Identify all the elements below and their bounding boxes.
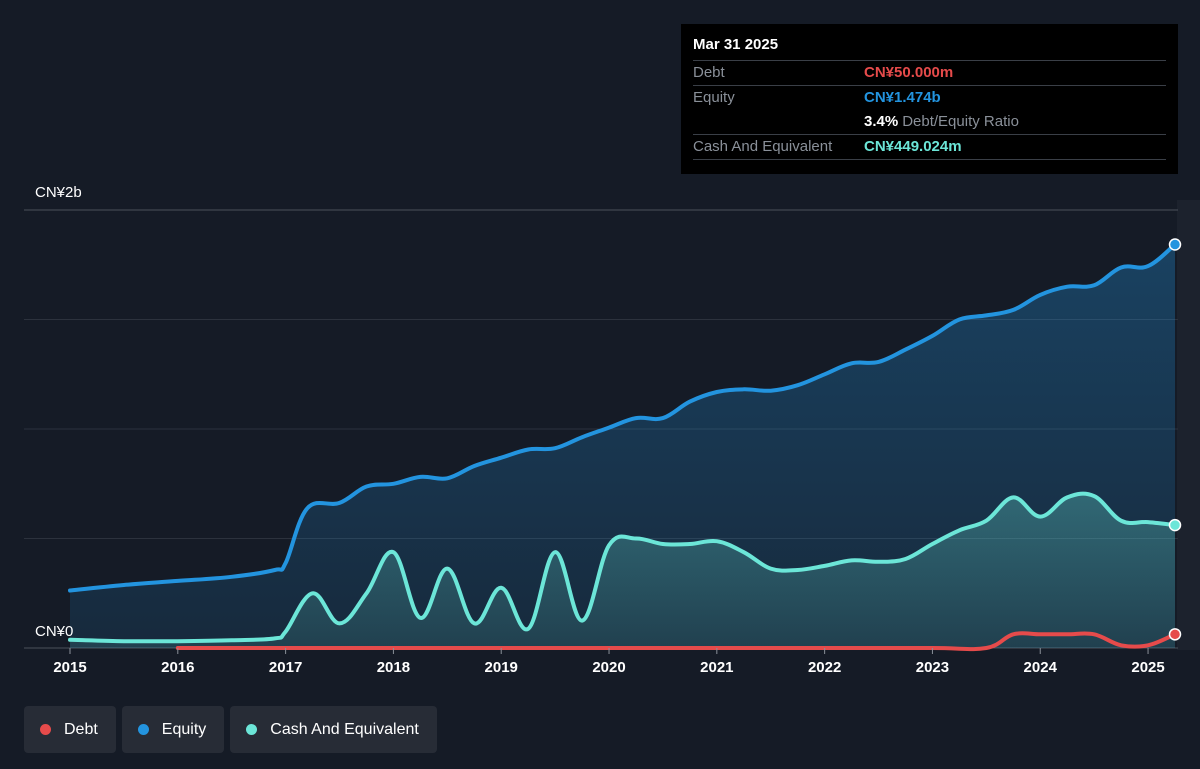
tooltip-row-cash: Cash And Equivalent CN¥449.024m bbox=[693, 134, 1166, 160]
tooltip-equity-value: CN¥1.474b bbox=[864, 89, 941, 106]
line-debt bbox=[175, 631, 1177, 652]
tooltip-cash-label: Cash And Equivalent bbox=[693, 138, 833, 155]
y-tick-bottom: CN¥0 bbox=[35, 623, 74, 640]
data-tooltip: Mar 31 2025 Debt CN¥50.000m Equity CN¥1.… bbox=[681, 24, 1178, 174]
x-tick-label-2023: 2023 bbox=[916, 659, 949, 676]
forecast-shade bbox=[1177, 200, 1200, 650]
legend-label-debt: Debt bbox=[64, 720, 98, 738]
tooltip-debt-value: CN¥50.000m bbox=[864, 64, 954, 81]
tooltip-equity-label: Equity bbox=[693, 89, 735, 106]
series-areas bbox=[70, 244, 1175, 648]
end-point-cash-and-equivalent bbox=[1168, 518, 1182, 532]
series-lines bbox=[68, 242, 1177, 652]
tooltip-row-equity: Equity CN¥1.474b bbox=[693, 85, 1166, 110]
tooltip-row-debt: Debt CN¥50.000m bbox=[693, 60, 1166, 85]
legend-label-equity: Equity bbox=[161, 720, 207, 738]
line-cash-and-equivalent bbox=[68, 491, 1177, 644]
x-tick-label-2015: 2015 bbox=[53, 659, 86, 676]
tooltip-debt-label: Debt bbox=[693, 64, 725, 81]
line-equity bbox=[68, 242, 1177, 593]
legend-dot-cash bbox=[246, 724, 258, 735]
x-tick-label-2021: 2021 bbox=[700, 659, 733, 676]
legend-dot-debt bbox=[40, 724, 51, 735]
x-tick-label-2016: 2016 bbox=[161, 659, 194, 676]
x-tick-label-2017: 2017 bbox=[269, 659, 302, 676]
tooltip-ratio-value: 3.4% bbox=[864, 113, 899, 130]
x-tick-label-2024: 2024 bbox=[1024, 659, 1058, 676]
area-equity bbox=[70, 244, 1175, 648]
series-end-points bbox=[1168, 238, 1182, 641]
x-tick-label-2025: 2025 bbox=[1131, 659, 1164, 676]
tooltip-date: Mar 31 2025 bbox=[693, 36, 779, 53]
x-tick-label-2020: 2020 bbox=[592, 659, 625, 676]
end-point-debt bbox=[1168, 628, 1182, 641]
tooltip-ratio-label: Debt/Equity Ratio bbox=[902, 113, 1019, 130]
legend-item-equity[interactable]: Equity bbox=[121, 706, 225, 753]
legend-dot-equity bbox=[137, 724, 149, 735]
x-tick-label-2022: 2022 bbox=[808, 659, 841, 676]
chart-legend: Debt Equity Cash And Equivalent bbox=[24, 706, 437, 753]
x-axis-ticks: 2015 2016 2017 2018 2019 2020 2021 2022 2023 2024… bbox=[53, 648, 1165, 676]
area-cash-and-equivalent bbox=[70, 493, 1175, 648]
legend-item-cash[interactable]: Cash And Equivalent bbox=[230, 706, 437, 753]
legend-item-debt[interactable]: Debt bbox=[24, 706, 116, 753]
y-tick-top: CN¥2b bbox=[35, 184, 82, 201]
tooltip-row-ratio: 3.4% Debt/Equity Ratio bbox=[693, 110, 1166, 134]
tooltip-cash-value: CN¥449.024m bbox=[864, 138, 962, 155]
x-tick-label-2018: 2018 bbox=[377, 659, 410, 676]
legend-label-cash: Cash And Equivalent bbox=[270, 720, 419, 738]
end-point-equity bbox=[1168, 238, 1182, 251]
x-tick-label-2019: 2019 bbox=[485, 659, 518, 676]
